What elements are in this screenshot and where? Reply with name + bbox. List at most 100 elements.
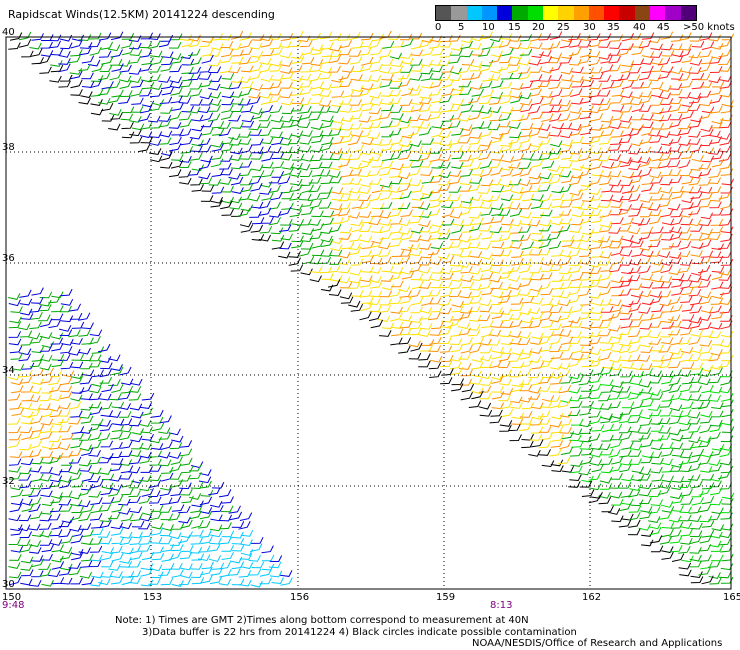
wind-barb <box>119 80 132 89</box>
wind-barb <box>658 199 671 208</box>
wind-barb <box>370 239 383 248</box>
wind-barb <box>288 146 301 154</box>
wind-barb <box>360 39 373 48</box>
wind-barb <box>599 286 612 296</box>
wind-barb <box>661 218 675 226</box>
wind-barb <box>501 47 514 57</box>
wind-barb <box>570 281 583 288</box>
wind-barb <box>51 521 64 530</box>
wind-barb <box>188 464 202 472</box>
wind-barb <box>709 386 723 394</box>
wind-barb <box>128 495 141 504</box>
wind-barb <box>628 163 641 171</box>
wind-barb <box>119 522 132 530</box>
wind-barb <box>598 52 612 60</box>
wind-barb <box>571 218 584 226</box>
wind-barb <box>689 34 703 42</box>
wind-barb <box>278 176 291 185</box>
wind-barb <box>280 577 293 586</box>
wind-barb <box>560 446 574 455</box>
wind-barb <box>699 346 713 354</box>
wind-barb <box>577 183 591 192</box>
wind-barb <box>460 40 473 50</box>
wind-barb <box>399 320 413 329</box>
wind-barb <box>548 394 561 402</box>
wind-barb <box>429 185 443 194</box>
wind-barb <box>58 50 71 58</box>
wind-barb <box>39 304 52 312</box>
wind-barb <box>119 459 133 466</box>
wind-barb <box>638 468 652 476</box>
wind-barb <box>258 121 271 128</box>
wind-barb <box>478 151 491 161</box>
wind-barb <box>151 552 165 561</box>
wind-barb <box>541 105 555 113</box>
wind-barb <box>160 466 174 474</box>
wind-barb <box>199 79 213 88</box>
wind-barb <box>131 442 144 450</box>
wind-barb <box>540 344 553 352</box>
wind-barb <box>448 55 461 64</box>
wind-barb <box>568 372 582 380</box>
wind-barb <box>71 321 85 329</box>
wind-barb <box>661 208 674 218</box>
wind-barb <box>101 383 114 393</box>
wind-barb <box>688 394 702 401</box>
wind-barb <box>319 31 333 40</box>
wind-barb <box>400 295 413 304</box>
wind-barb <box>17 524 31 532</box>
wind-barb <box>590 161 603 170</box>
wind-barb <box>588 267 602 274</box>
wind-barb <box>69 312 83 320</box>
wind-barb <box>648 516 661 523</box>
wind-barb <box>378 249 391 257</box>
wind-barb <box>558 456 571 465</box>
wind-barb <box>198 554 211 562</box>
wind-barb <box>379 49 392 58</box>
color-scale-swatch <box>665 6 681 20</box>
wind-barb <box>458 136 471 144</box>
wind-barb <box>460 98 474 106</box>
wind-barb <box>508 59 521 66</box>
wind-barb <box>641 32 655 40</box>
wind-barb <box>259 64 272 73</box>
wind-barb <box>190 178 203 186</box>
wind-barb <box>538 359 552 368</box>
wind-barb <box>70 375 83 385</box>
wind-barb <box>138 495 152 504</box>
wind-barb <box>711 554 724 562</box>
color-scale-label: 20 <box>532 22 545 33</box>
wind-barb <box>708 177 722 185</box>
wind-barb <box>558 113 571 122</box>
wind-barb <box>151 546 164 554</box>
wind-barb <box>57 354 71 361</box>
wind-barb <box>108 512 121 520</box>
wind-barb <box>138 113 151 122</box>
wind-barb <box>710 545 724 552</box>
wind-barb <box>208 555 222 562</box>
wind-barb <box>121 121 134 130</box>
wind-barb <box>608 226 621 234</box>
wind-barb <box>50 337 64 345</box>
wind-barb <box>710 226 724 234</box>
wind-barb <box>671 505 684 512</box>
wind-barb <box>501 241 514 250</box>
wind-barb <box>491 241 505 249</box>
wind-barb <box>620 65 633 74</box>
wind-barb <box>139 514 152 522</box>
wind-barb <box>651 434 664 442</box>
wind-barb <box>549 448 562 457</box>
wind-barb <box>631 400 644 410</box>
wind-barb <box>358 47 372 56</box>
wind-barb <box>429 35 442 43</box>
color-scale-swatch <box>451 6 467 20</box>
wind-barb <box>368 132 381 139</box>
wind-barb <box>319 100 332 107</box>
wind-barb <box>100 487 113 496</box>
wind-barb <box>608 154 622 161</box>
wind-barb <box>611 104 625 112</box>
wind-barb <box>458 353 471 360</box>
wind-barb <box>609 122 622 130</box>
wind-barb <box>581 448 594 456</box>
wind-barb <box>539 202 553 210</box>
